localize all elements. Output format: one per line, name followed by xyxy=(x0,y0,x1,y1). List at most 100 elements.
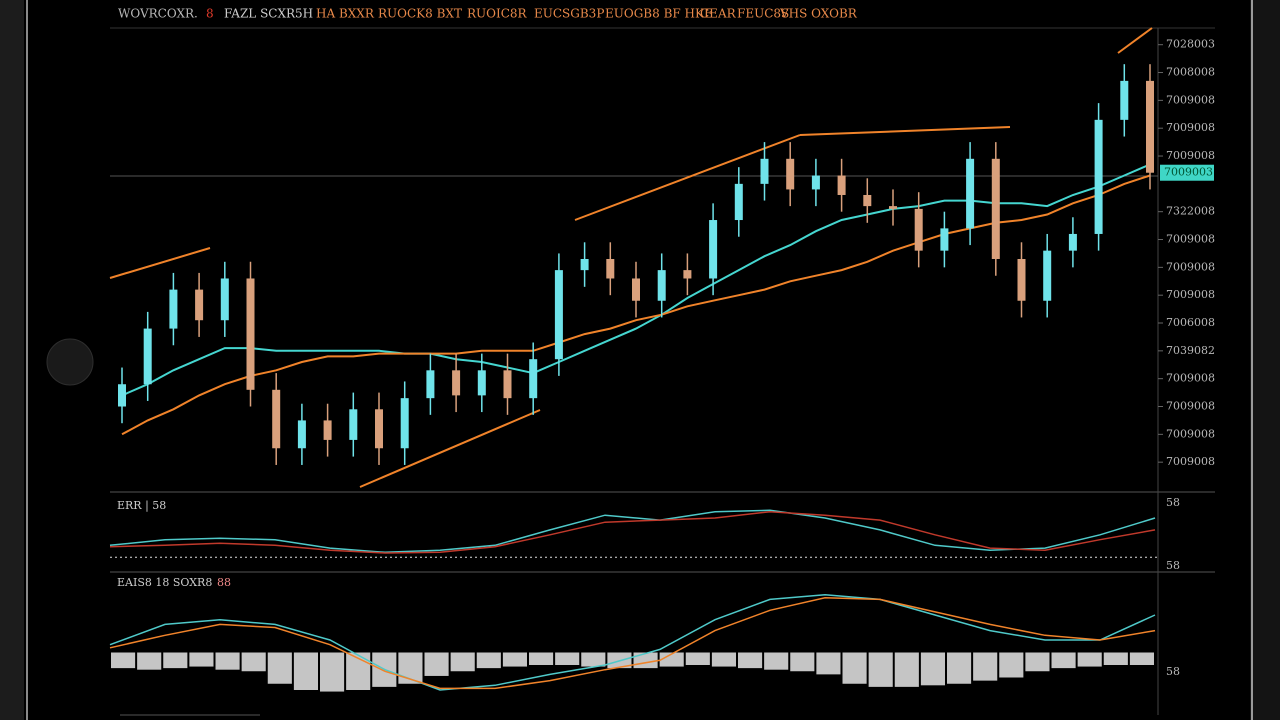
histogram-bar xyxy=(424,652,449,676)
candle-body xyxy=(554,270,563,360)
y-tick-label: 7009008 xyxy=(1166,455,1215,468)
y-tick-label: 7009008 xyxy=(1166,121,1215,134)
axis-label: 58 xyxy=(1166,559,1180,572)
candle-body xyxy=(1043,250,1052,301)
home-button[interactable] xyxy=(46,338,94,386)
candle-body xyxy=(606,259,615,279)
histogram-bar xyxy=(189,652,214,667)
candle-body xyxy=(657,270,666,301)
histogram-bar xyxy=(293,652,318,690)
candle-body xyxy=(452,370,461,396)
histogram-bar xyxy=(111,652,136,669)
y-tick-label: 7009008 xyxy=(1166,372,1215,385)
y-tick-label: 7008008 xyxy=(1166,66,1215,79)
y-tick-label: 7009008 xyxy=(1166,427,1215,440)
candle-body xyxy=(400,398,409,449)
candle-body xyxy=(863,194,872,207)
candle-body xyxy=(914,208,923,251)
histogram-bar xyxy=(868,652,893,687)
macd-line xyxy=(109,597,1156,690)
histogram-bar xyxy=(215,652,240,670)
candle-body xyxy=(220,278,229,321)
candle-body xyxy=(760,158,769,184)
candle-body xyxy=(426,370,435,399)
candle-body xyxy=(1094,119,1103,234)
histogram-bar xyxy=(502,652,527,667)
left-bezel xyxy=(0,0,24,720)
candle-body xyxy=(1068,233,1077,251)
candle-body xyxy=(734,183,743,221)
right-bezel xyxy=(1250,0,1280,720)
candle-body xyxy=(169,289,178,329)
histogram-bar xyxy=(1077,652,1102,667)
trend-lines xyxy=(109,27,1153,488)
y-tick-label: 7009008 xyxy=(1166,149,1215,162)
histogram-bar xyxy=(529,652,554,665)
candle-body xyxy=(143,328,152,385)
histogram-bar xyxy=(320,652,345,692)
histogram-bar xyxy=(999,652,1024,678)
histogram-bar xyxy=(947,652,972,684)
trend-line xyxy=(1117,27,1153,54)
candle-body xyxy=(375,409,383,449)
candle-body xyxy=(632,278,640,301)
panel-title: EAIS8 18 SOXR8 xyxy=(117,576,212,589)
candle-body xyxy=(811,175,820,190)
histogram-bar xyxy=(842,652,867,684)
candle-body xyxy=(477,370,486,396)
candle-body xyxy=(246,278,255,390)
header-item[interactable]: CEAR xyxy=(700,7,737,21)
candle-body xyxy=(323,420,332,440)
moving-average xyxy=(121,163,1151,397)
header-item[interactable]: RUOCK8 BXT xyxy=(378,7,462,21)
histogram-bar xyxy=(137,652,162,670)
candle-body xyxy=(272,389,281,449)
y-tick-label: 7009008 xyxy=(1166,288,1215,301)
header-bar: WOVRCOXR. 8 FAZL SCXR5H HA BXXR RUOCK8 B… xyxy=(118,7,858,21)
candle-body xyxy=(940,228,949,251)
candle-body xyxy=(709,220,718,279)
histogram-bar xyxy=(738,652,763,669)
histogram-bar xyxy=(1103,652,1128,665)
header-item[interactable]: FAZL SCXR5H xyxy=(224,7,313,21)
macd-line xyxy=(109,593,1156,691)
histogram-bar xyxy=(790,652,815,672)
candle-body xyxy=(966,158,975,229)
axis-label: 58 xyxy=(1166,665,1180,678)
candle-body xyxy=(991,158,1000,259)
candle-body xyxy=(1017,259,1026,301)
candle-body xyxy=(580,259,589,271)
candle-body xyxy=(195,289,204,321)
trend-line xyxy=(109,247,211,279)
header-item[interactable]: FEUC8S xyxy=(737,7,789,21)
histogram-bar xyxy=(267,652,292,684)
histogram-bar xyxy=(973,652,998,681)
histogram-bar xyxy=(659,652,684,667)
header-item[interactable]: EUCSGB3P xyxy=(534,7,604,21)
trend-line xyxy=(359,409,541,488)
y-tick-label: 7009008 xyxy=(1166,233,1215,246)
header-item[interactable]: RUOIC8R xyxy=(467,7,528,21)
y-tick-label: 7009008 xyxy=(1166,400,1215,413)
header-item[interactable]: VHS OXOBR xyxy=(779,7,858,21)
y-tick-label: 7009008 xyxy=(1166,260,1215,273)
y-tick-label: 7039082 xyxy=(1166,344,1215,357)
histogram-bar xyxy=(581,652,606,667)
y-tick-label: 7006008 xyxy=(1166,316,1215,329)
histogram-bar xyxy=(163,652,188,669)
histogram-bar xyxy=(764,652,789,670)
symbol[interactable]: WOVRCOXR. xyxy=(118,7,198,21)
histogram-bar xyxy=(1051,652,1076,669)
y-tick-label: 7028003 xyxy=(1166,38,1215,51)
candle-body xyxy=(786,158,795,190)
candle-body xyxy=(297,420,306,449)
y-tick-label: 7322008 xyxy=(1166,205,1215,218)
panel-badge: 88 xyxy=(217,576,231,589)
header-item[interactable]: 8 xyxy=(206,7,214,21)
histogram-bar xyxy=(1129,652,1154,665)
header-item[interactable]: HA BXXR xyxy=(316,7,375,21)
header-item[interactable]: EUOGB8 BF HKE xyxy=(605,7,713,21)
histogram-bar xyxy=(476,652,501,669)
panel-title: ERR | 58 xyxy=(117,499,166,513)
